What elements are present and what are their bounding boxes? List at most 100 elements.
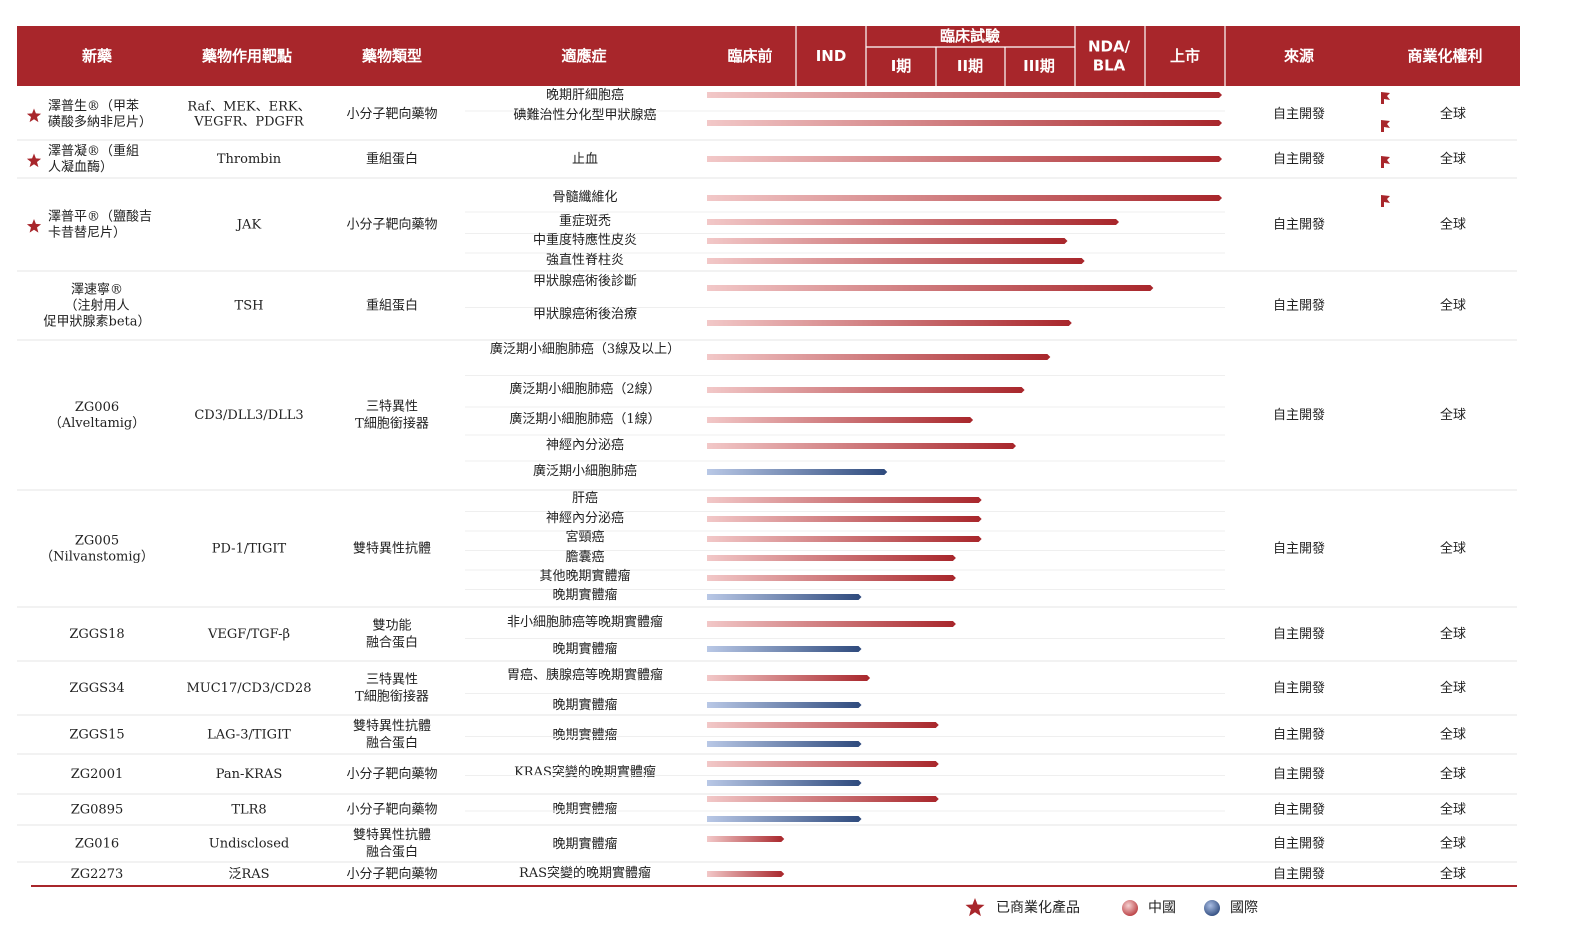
indication-label: 碘難治性分化型甲狀腺癌 (513, 107, 656, 123)
drug-target: Undisclosed (209, 836, 289, 851)
progress-bar-china (707, 871, 785, 877)
table-row: 澤普平®（鹽酸吉卡昔替尼片） JAK 小分子靶向藥物 自主開發 全球 骨髓纖維化重症斑禿中… (17, 190, 1517, 272)
table-row: ZG016 Undisclosed 雙特異性抗體融合蛋白 自主開發 全球 晚期實體瘤 (17, 828, 1517, 863)
header-band (17, 26, 1520, 86)
table-row: ZG2001 Pan-KRAS 小分子靶向藥物 自主開發 全球 KRAS突變的晚期實體瘤 (17, 761, 1517, 795)
table-row: ZG2273 泛RAS 小分子靶向藥物 自主開發 全球 RAS突變的晚期實體瘤 (71, 865, 1466, 882)
progress-bar-international (707, 780, 862, 786)
progress-bar-china (707, 536, 982, 542)
progress-bar-international (707, 594, 862, 600)
indication-label: 胃癌、胰腺癌等晚期實體瘤 (507, 667, 663, 683)
drug-source: 自主開發 (1273, 541, 1325, 556)
commercial-star-icon (26, 219, 42, 233)
legend-label-commercial: 已商業化產品 (996, 899, 1080, 916)
legend: 已商業化產品 中國 國際 (965, 898, 1258, 917)
drug-rights: 全球 (1440, 766, 1466, 782)
indication-label: 肝癌 (572, 490, 598, 506)
progress-bar-china (707, 722, 939, 728)
progress-bar-china (707, 516, 982, 522)
table-row: 澤普凝®（重組人凝血酶） Thrombin 重組蛋白 自主開發 全球 止血 (17, 143, 1517, 179)
indication-label: 晚期實體瘤 (552, 641, 617, 657)
flag-icon (1381, 120, 1390, 132)
drug-rights: 全球 (1440, 216, 1466, 232)
drug-name: 澤普凝®（重組人凝血酶） (48, 143, 139, 175)
indication-label: 骨髓纖維化 (552, 190, 617, 205)
drug-name: ZGGS15 (69, 727, 124, 742)
drug-name: 澤普生®（甲苯磺酸多納非尼片） (48, 99, 152, 130)
drug-rights: 全球 (1440, 726, 1466, 742)
progress-bar-china (707, 92, 1222, 98)
drug-target: TLR8 (231, 802, 266, 817)
drug-rights: 全球 (1440, 106, 1466, 122)
drug-name: ZG006 （Alveltamig） (49, 400, 146, 431)
drug-source: 自主開發 (1273, 217, 1325, 232)
indication-label: 廣泛期小細胞肺癌（3線及以上） (490, 341, 680, 357)
progress-bar-international (707, 816, 862, 822)
drug-target: TSH (235, 298, 264, 313)
drug-rights: 全球 (1440, 866, 1466, 882)
legend-china-dot-icon (1122, 900, 1138, 916)
drug-source: 自主開發 (1273, 802, 1325, 817)
legend-label-international: 國際 (1230, 900, 1258, 916)
indication-label: 廣泛期小細胞肺癌（2線） (509, 381, 660, 397)
indication-label: 晚期實體瘤 (552, 587, 617, 603)
progress-bar-china (707, 796, 939, 802)
indication-label: RAS突變的晚期實體瘤 (519, 865, 651, 881)
legend-star-icon (965, 898, 985, 917)
table-row: 澤普生®（甲苯磺酸多納非尼片） Raf、MEK、ERK、 VEGFR、PDGFR 小分… (17, 87, 1517, 141)
drug-type: 三特異性 T細胞銜接器 (355, 672, 429, 704)
drug-rights: 全球 (1440, 151, 1466, 167)
progress-bar-china (707, 387, 1025, 393)
indication-label: 甲狀腺癌術後診斷 (533, 273, 637, 289)
progress-bar-international (707, 741, 862, 747)
drug-target: Raf、MEK、ERK、 VEGFR、PDGFR (187, 99, 310, 129)
indication-label: KRAS突變的晚期實體瘤 (514, 764, 656, 780)
progress-bar-china (707, 238, 1068, 244)
indication-label: 晚期肝細胞癌 (546, 87, 624, 103)
progress-bar-china (707, 285, 1154, 291)
progress-bar-china (707, 354, 1051, 360)
drug-source: 自主開發 (1273, 867, 1325, 882)
drug-target: CD3/DLL3/DLL3 (194, 408, 303, 423)
commercial-star-icon (26, 153, 42, 168)
header-trial-group: 臨床試驗 (940, 27, 1000, 45)
drug-name: 澤普平®（鹽酸吉卡昔替尼片） (48, 209, 152, 240)
drug-name: ZG2001 (71, 767, 124, 782)
progress-bar-international (707, 702, 862, 708)
drug-type: 小分子靶向藥物 (346, 216, 437, 232)
indication-label: 其他晚期實體瘤 (539, 568, 630, 584)
drug-type: 三特異性 T細胞銜接器 (355, 399, 429, 431)
progress-bar-china (707, 320, 1072, 326)
progress-bar-china (707, 417, 974, 423)
drug-target: MUC17/CD3/CD28 (186, 681, 311, 696)
drug-type: 小分子靶向藥物 (346, 801, 437, 817)
drug-target: Thrombin (217, 152, 282, 167)
drug-source: 自主開發 (1273, 767, 1325, 782)
drug-name: ZG0895 (71, 802, 124, 817)
drug-type: 重組蛋白 (366, 151, 418, 167)
table-row: ZGGS15 LAG-3/TIGIT 雙特異性抗體融合蛋白 自主開發 全球 晚期實體瘤 (17, 719, 1517, 755)
header-nda: NDA/BLA (1088, 37, 1131, 74)
drug-target: PD-1/TIGIT (212, 541, 287, 556)
drug-rights: 全球 (1440, 540, 1466, 556)
progress-bar-china (707, 621, 956, 627)
table-row: ZGGS18 VEGF/TGF-β 雙功能融合蛋白 自主開發 全球 非小細胞肺癌等晚期實體… (17, 614, 1517, 662)
indication-label: 膽囊癌 (565, 549, 604, 565)
drug-name: ZG016 (75, 836, 119, 851)
indication-label: 強直性脊柱炎 (546, 253, 624, 268)
drug-type: 重組蛋白 (366, 297, 418, 313)
indication-label: 中重度特應性皮炎 (533, 232, 637, 248)
table-row: 澤速寧®（注射用人促甲狀腺素beta） TSH 重組蛋白 自主開發 全球 甲狀腺癌術後診斷… (17, 273, 1517, 341)
drug-rights: 全球 (1440, 407, 1466, 423)
drug-target: JAK (235, 217, 262, 232)
commercial-star-icon (26, 108, 42, 123)
header-target: 藥物作用靶點 (201, 47, 292, 65)
drug-name: ZG005 （Nilvanstomig） (40, 533, 154, 564)
header-market: 上市 (1170, 47, 1200, 65)
drug-source: 自主開發 (1273, 727, 1325, 742)
drug-type: 雙特異性抗體 (353, 541, 431, 556)
drug-type: 小分子靶向藥物 (346, 106, 437, 122)
drug-source: 自主開發 (1273, 627, 1325, 642)
header-type: 藥物類型 (361, 47, 422, 65)
legend-international-dot-icon (1204, 900, 1220, 916)
